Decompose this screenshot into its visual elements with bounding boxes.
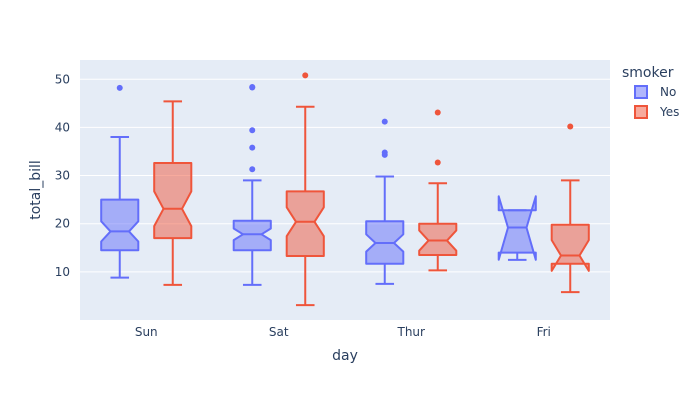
x-axis-title: day xyxy=(332,348,358,364)
box xyxy=(418,222,458,256)
outlier-point xyxy=(434,109,441,116)
series-no xyxy=(100,83,537,286)
legend: smoker No Yes xyxy=(622,65,679,119)
outlier-point xyxy=(381,118,388,125)
series-yes xyxy=(153,72,590,307)
x-axis-ticks: Sun Sat Thur Fri xyxy=(135,325,551,339)
box-traces xyxy=(100,72,590,307)
outlier-point xyxy=(302,72,309,79)
x-tick-label: Thur xyxy=(397,325,426,339)
legend-title: smoker xyxy=(622,65,674,81)
y-tick-label: 50 xyxy=(55,72,70,86)
y-tick-label: 30 xyxy=(55,169,70,183)
outlier-point xyxy=(249,166,256,173)
outlier-point xyxy=(249,83,256,90)
box xyxy=(100,198,140,252)
y-axis-title: total_bill xyxy=(28,160,44,220)
box xyxy=(232,219,272,252)
box xyxy=(285,190,325,257)
y-axis-ticks: 10 20 30 40 50 xyxy=(55,72,70,279)
outlier-point xyxy=(434,159,441,166)
x-tick-label: Sat xyxy=(269,325,289,339)
y-tick-label: 20 xyxy=(55,217,70,231)
box xyxy=(550,223,590,272)
legend-label-yes: Yes xyxy=(659,105,679,119)
outlier-point xyxy=(249,144,256,151)
legend-label-no: No xyxy=(660,85,676,99)
outlier-point xyxy=(249,127,256,134)
legend-swatch-yes xyxy=(634,105,648,119)
y-tick-label: 10 xyxy=(55,265,70,279)
legend-swatch-no xyxy=(634,85,648,99)
outlier-point xyxy=(381,149,388,156)
box xyxy=(153,162,193,240)
outlier-point xyxy=(567,123,574,130)
x-tick-label: Sun xyxy=(135,325,158,339)
x-tick-label: Fri xyxy=(537,325,551,339)
y-tick-label: 40 xyxy=(55,120,70,134)
outlier-point xyxy=(116,84,123,91)
